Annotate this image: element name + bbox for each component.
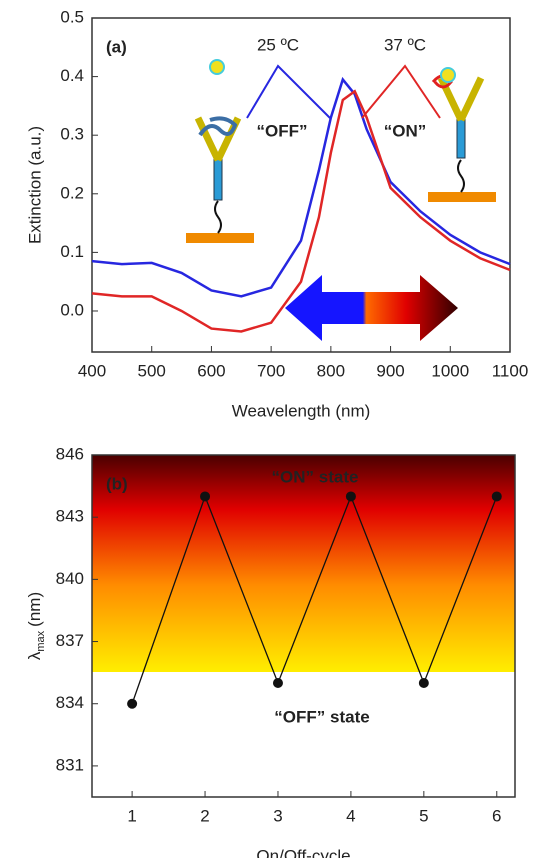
x-tick-label: 1 (127, 806, 136, 825)
substrate (428, 192, 496, 202)
y-tick-label: 834 (56, 693, 84, 712)
linker (214, 159, 465, 234)
x-tick-label: 6 (492, 806, 501, 825)
y-tick-label: 0.0 (60, 300, 84, 319)
x-tick-label: 600 (197, 361, 225, 380)
plot-frame (91, 454, 516, 798)
x-tick-label: 700 (257, 361, 285, 380)
target (209, 59, 225, 75)
data-point (272, 678, 283, 688)
annotation: “ON” state (272, 467, 359, 486)
y-tick-label: 0.5 (60, 7, 84, 26)
polymer (198, 116, 238, 137)
panel-label: (b) (106, 474, 128, 493)
x-tick-label: 3 (273, 806, 282, 825)
x-tick-label: 400 (78, 361, 106, 380)
legend-pointer (361, 64, 441, 119)
legend-label: 25 ºC (257, 35, 299, 54)
panel-label: (a) (106, 37, 127, 56)
y-tick-label: 831 (56, 755, 84, 774)
antibody-arm (194, 76, 485, 162)
y-tick-label: 846 (56, 444, 84, 463)
y-tick-label: 0.1 (60, 242, 84, 261)
y-axis-label: Extinction (a.u.) (25, 126, 44, 244)
data-point (491, 491, 502, 502)
annotation: “OFF” state (274, 707, 369, 726)
y-axis-label-part: (nm) (25, 592, 44, 627)
x-axis-label: On/Off-cycle (256, 846, 350, 858)
y-axis-label-part: λ (25, 651, 44, 660)
plot-frame (91, 17, 511, 353)
annotation: “ON” (384, 121, 427, 140)
data-point (127, 698, 138, 709)
antibody (213, 157, 223, 201)
x-tick-label: 800 (317, 361, 345, 380)
data-line (131, 494, 498, 704)
y-tick-label: 0.2 (60, 183, 84, 202)
data-line (91, 89, 511, 333)
illustration (186, 59, 496, 341)
data-point (418, 678, 429, 688)
x-axis-label: Weavelength (nm) (232, 401, 371, 420)
y-tick-label: 840 (56, 569, 84, 588)
state-band (92, 455, 515, 672)
data-point (345, 491, 356, 502)
legend-label: 37 ºC (384, 35, 426, 54)
y-axis-label: λmax (nm) (25, 592, 46, 660)
x-tick-label: 1000 (431, 361, 469, 380)
y-tick-label: 0.3 (60, 125, 84, 144)
antibody (456, 117, 466, 159)
x-tick-label: 2 (200, 806, 209, 825)
x-tick-label: 4 (346, 806, 355, 825)
annotation: “OFF” (257, 121, 308, 140)
x-tick-label: 1100 (492, 361, 529, 380)
x-tick-label: 5 (419, 806, 428, 825)
y-tick-label: 0.4 (60, 66, 84, 85)
y-tick-label: 843 (56, 507, 84, 526)
data-point (200, 491, 211, 502)
legend-pointer (246, 64, 331, 119)
target (440, 67, 456, 83)
y-tick-label: 837 (56, 631, 84, 650)
data-line (91, 76, 511, 298)
x-tick-label: 900 (376, 361, 404, 380)
y-axis-label-part: max (35, 630, 47, 651)
substrate (186, 233, 254, 243)
x-tick-label: 500 (138, 361, 166, 380)
arrow (285, 275, 458, 341)
